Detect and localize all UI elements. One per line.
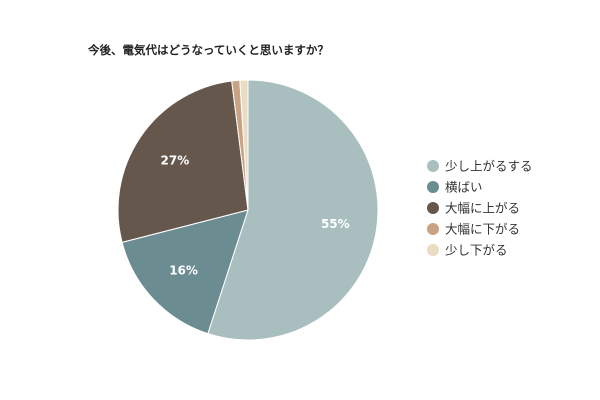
legend-label: 大幅に下がる [445, 222, 520, 237]
pie-slice [207, 79, 379, 341]
legend-label: 少し下がる [445, 243, 508, 258]
legend-label: 横ばい [445, 180, 483, 195]
legend-swatch [427, 202, 439, 214]
legend-swatch [427, 160, 439, 172]
slice-data-label: 55% [321, 217, 350, 231]
pie-slice [239, 79, 249, 211]
slice-data-label: 16% [169, 264, 198, 278]
legend-swatch [427, 181, 439, 193]
legend-label: 少し上がるする [445, 159, 533, 174]
legend-swatch [427, 244, 439, 256]
pie-data-labels: 55% 16% 27% [161, 153, 350, 277]
slice-data-label: 27% [161, 153, 190, 167]
legend-swatch [427, 223, 439, 235]
pie-slice [117, 80, 249, 243]
chart-title: 今後、電気代はどうなっていくと思いますか？ [87, 43, 329, 57]
pie-slices [117, 79, 379, 341]
pie-slice [121, 209, 249, 335]
legend-label: 大幅に上がる [445, 201, 520, 216]
